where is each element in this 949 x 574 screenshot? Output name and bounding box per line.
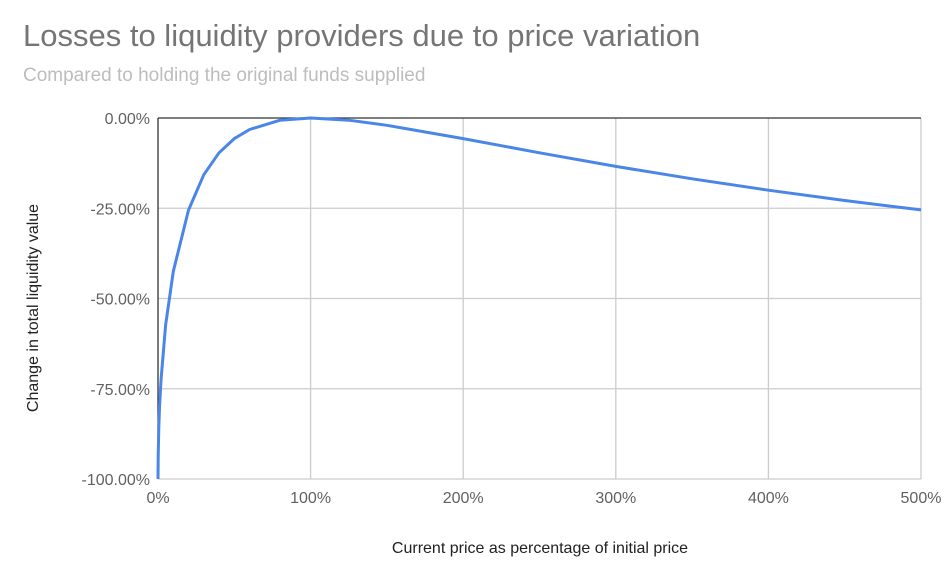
y-tick-label: -100.00% (82, 472, 151, 489)
y-axis-label: Change in total liquidity value (25, 204, 42, 412)
x-tick-label: 200% (443, 490, 484, 507)
x-axis-label: Current price as percentage of initial p… (392, 540, 688, 557)
x-tick-label: 300% (595, 490, 636, 507)
x-tick-label: 0% (146, 490, 169, 507)
x-tick-label: 100% (290, 490, 331, 507)
y-tick-label: -50.00% (90, 292, 150, 309)
y-tick-label: 0.00% (105, 111, 150, 128)
y-tick-label: -25.00% (90, 201, 150, 218)
x-tick-label: 500% (901, 490, 942, 507)
chart-subtitle: Compared to holding the original funds s… (23, 65, 426, 86)
x-tick-label: 400% (748, 490, 789, 507)
chart-title: Losses to liquidity providers due to pri… (23, 18, 701, 53)
series-line (156, 116, 922, 480)
y-tick-label: -75.00% (90, 382, 150, 399)
